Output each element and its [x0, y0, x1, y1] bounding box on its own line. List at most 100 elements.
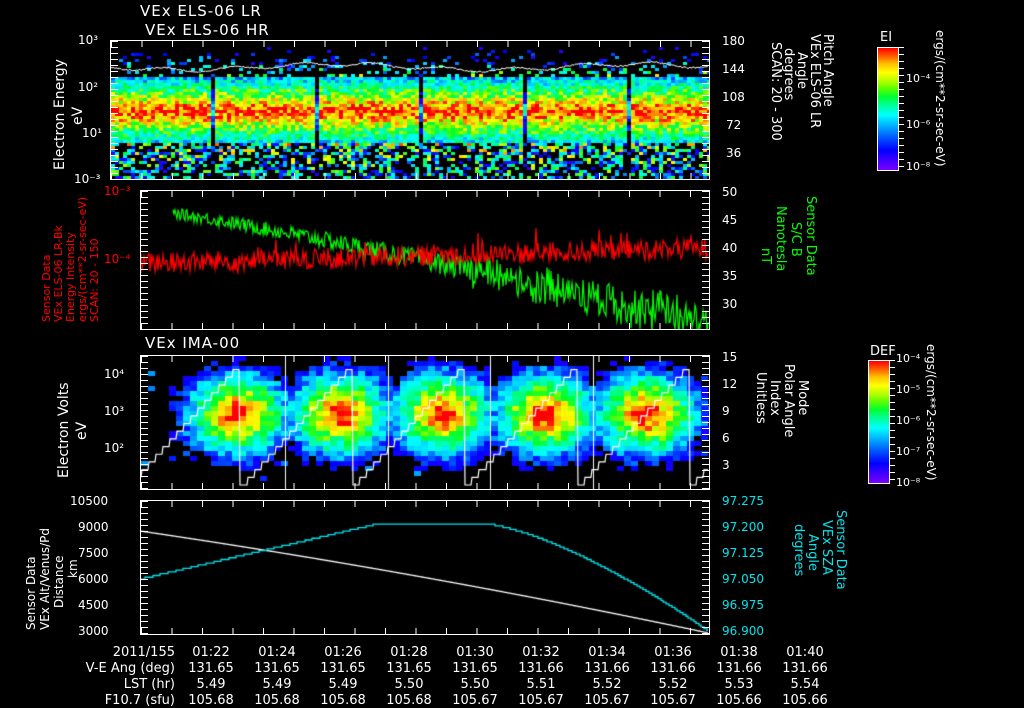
panel2-right-ytick-3: 35 [722, 269, 738, 283]
panel1-ytick-3: 10⁻³ [74, 172, 101, 186]
bottom-cell-r1-c7: 131.66 [650, 661, 696, 676]
bottom-cell-r2-c1: 5.49 [262, 677, 292, 692]
panel3-colorbar-tick-0: 10⁻⁴ [896, 352, 921, 365]
bottom-cell-r0-c5: 01:32 [522, 645, 560, 660]
panel4-plot-area[interactable] [140, 500, 710, 635]
panel2-right-label-4: nT [758, 248, 773, 265]
bottom-cell-r2-c7: 5.52 [658, 677, 688, 692]
panel4-ytick-0: 10500 [70, 494, 109, 508]
panel1-colorbar-tick-0: 10⁻⁴ [906, 72, 931, 85]
panel3-right-label-1: Mode [795, 380, 810, 416]
panel3-ytick-0: 10⁴ [104, 367, 125, 381]
panel1-right-label-4: degrees [781, 48, 796, 101]
panel1-right-label-1: Pitch Angle [820, 34, 835, 107]
panel3-title: VEx IMA-00 [145, 334, 241, 352]
panel1-right-label-5: SCAN: 20 - 300 [768, 42, 783, 141]
bottom-cell-r1-c2: 131.65 [320, 661, 366, 676]
panel3-right-label-2: Polar Angle [781, 364, 796, 438]
panel3-right-ytick-1: 12 [722, 377, 738, 391]
panel3-right-ytick-4: 3 [722, 458, 730, 472]
panel1-right-ytick-3: 72 [726, 118, 742, 132]
panel4-ytick-1: 9000 [78, 520, 109, 534]
panel1-right-ytick-0: 180 [722, 34, 745, 48]
panel3-plot-area[interactable] [140, 355, 710, 490]
bottom-cell-r2-c4: 5.50 [460, 677, 490, 692]
panel4-ytick-5: 3000 [78, 624, 109, 638]
bottom-cell-r0-c1: 01:24 [258, 645, 296, 660]
bottom-cell-r3-c9: 105.66 [782, 693, 828, 708]
panel3-colorbar-title: DEF [870, 344, 896, 359]
panel1-right-label-3: Angle [794, 52, 809, 89]
bottom-cell-r1-c4: 131.65 [452, 661, 498, 676]
bottom-cell-r3-c6: 105.67 [584, 693, 630, 708]
bottom-cell-r0-c9: 01:40 [786, 645, 824, 660]
panel3-right-label-4: Unitless [753, 372, 768, 424]
bottom-cell-r0-c2: 01:26 [324, 645, 362, 660]
panel1-right-ytick-1: 144 [722, 62, 745, 76]
bottom-cell-r0-c6: 01:34 [588, 645, 626, 660]
panel1-right-label-2: VEx ELS-06 LR [807, 34, 822, 129]
panel4-left-label-1: Sensor Data [24, 556, 38, 630]
panel4-right-label-2: VEx SZA [819, 520, 834, 575]
panel4-right-label-1: Sensor Data [833, 510, 848, 590]
panel2-plot-area[interactable] [140, 190, 710, 330]
panel1-left-axis-label-1: Electron Energy [52, 59, 68, 170]
bottom-cell-r3-c0: 105.68 [188, 693, 234, 708]
bottom-cell-r2-c6: 5.52 [592, 677, 622, 692]
panel3-left-label-1: Electron Volts [56, 382, 72, 478]
panel1-ytick-2: 10¹ [82, 126, 103, 140]
panel4-right-ytick-5: 96.900 [722, 624, 764, 638]
panel1-title-lr: VEx ELS-06 LR [140, 2, 262, 20]
panel2-left-ytick-1: 10⁻⁴ [104, 252, 131, 266]
panel1-colorbar-title: EI [880, 30, 893, 45]
bottom-cell-r1-c6: 131.66 [584, 661, 630, 676]
bottom-cell-r0-c3: 01:28 [390, 645, 428, 660]
bottom-cell-r2-c2: 5.49 [328, 677, 358, 692]
panel3-left-label-2: eV [74, 421, 90, 440]
panel1-plot-area[interactable] [110, 40, 710, 180]
panel4-left-label-4: km [66, 559, 80, 578]
bottom-row-label-3: F10.7 (sfu) [104, 693, 175, 708]
bottom-cell-r2-c9: 5.54 [790, 677, 820, 692]
panel1-colorbar-tick-1: 10⁻⁶ [906, 118, 931, 131]
panel3-ytick-2: 10² [104, 441, 125, 455]
bottom-cell-r2-c0: 5.49 [196, 677, 226, 692]
panel2-right-ytick-2: 40 [722, 241, 738, 255]
bottom-cell-r3-c7: 105.67 [650, 693, 696, 708]
panel4-right-ytick-0: 97.275 [722, 494, 764, 508]
bottom-cell-r3-c1: 105.68 [254, 693, 300, 708]
panel3-colorbar-tick-4: 10⁻⁸ [896, 476, 921, 489]
panel4-right-ytick-3: 97.050 [722, 572, 764, 586]
bottom-cell-r3-c3: 105.68 [386, 693, 432, 708]
panel2-left-label-5: SCAN: 20 - 150 [88, 238, 101, 322]
panel2-right-label-2: S/C B [788, 222, 803, 257]
panel4-right-ytick-1: 97.200 [722, 520, 764, 534]
panel1-right-ytick-4: 36 [726, 146, 742, 160]
panel3-right-label-3: Index [767, 380, 782, 416]
panel1-title-hr: VEx ELS-06 HR [145, 21, 270, 39]
bottom-cell-r3-c4: 105.67 [452, 693, 498, 708]
bottom-row-label-0: 2011/155 [112, 645, 175, 660]
panel4-right-label-3: Angle [805, 534, 820, 571]
panel4-right-label-4: degrees [791, 524, 806, 577]
bottom-cell-r0-c8: 01:38 [720, 645, 758, 660]
panel3-colorbar [868, 360, 890, 484]
panel4-right-ytick-4: 96.975 [722, 598, 764, 612]
panel2-right-label-3: Nanotesla [773, 206, 788, 272]
bottom-cell-r1-c5: 131.66 [518, 661, 564, 676]
bottom-cell-r3-c2: 105.68 [320, 693, 366, 708]
bottom-cell-r1-c9: 131.66 [782, 661, 828, 676]
panel2-right-ytick-4: 30 [722, 297, 738, 311]
panel1-colorbar-unit: ergs/(cm**2-sr-sec-eV) [933, 30, 947, 167]
panel3-right-ytick-2: 9 [722, 404, 730, 418]
bottom-cell-r2-c3: 5.50 [394, 677, 424, 692]
bottom-cell-r1-c8: 131.66 [716, 661, 762, 676]
panel4-ytick-3: 6000 [78, 572, 109, 586]
bottom-cell-r3-c5: 105.67 [518, 693, 564, 708]
panel3-ytick-1: 10³ [104, 404, 125, 418]
panel2-right-ytick-0: 50 [722, 185, 738, 199]
panel1-left-axis-label-2: eV [70, 106, 86, 125]
panel1-colorbar [877, 47, 899, 171]
panel2-left-ytick-0: 10⁻³ [104, 184, 131, 198]
